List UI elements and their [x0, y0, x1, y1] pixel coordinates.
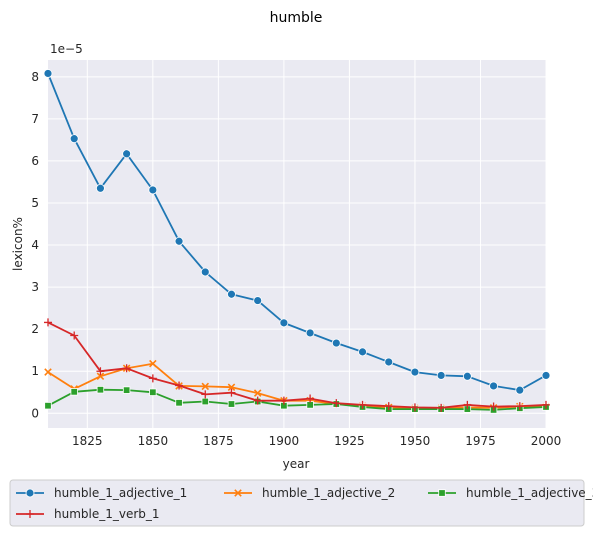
- data-point: [410, 367, 420, 377]
- data-point: [462, 371, 472, 381]
- x-tick-label: 1850: [138, 434, 169, 448]
- x-tick-label: 2000: [531, 434, 562, 448]
- data-point: [436, 371, 446, 380]
- data-point: [148, 374, 157, 383]
- x-tick-label: 1875: [203, 434, 234, 448]
- series-humble_1_adjective_1: [43, 69, 551, 395]
- data-point: [69, 134, 79, 144]
- legend-label: humble_1_adjective_1: [54, 486, 187, 500]
- data-point: [541, 371, 551, 380]
- data-point: [253, 296, 263, 305]
- data-point: [43, 69, 53, 78]
- chart-title: humble: [270, 10, 323, 26]
- x-tick-label: 1975: [465, 434, 496, 448]
- y-offset-label: 1e−5: [50, 42, 83, 56]
- data-point: [44, 318, 52, 327]
- data-point: [515, 385, 525, 395]
- series-line: [47, 362, 546, 410]
- data-point: [332, 399, 341, 408]
- y-tick-label: 2: [31, 322, 39, 336]
- data-point: [148, 185, 158, 195]
- data-point: [253, 389, 262, 397]
- legend: humble_1_adjective_1 humble_1_adjective_2…: [9, 479, 593, 527]
- data-point: [384, 402, 393, 411]
- y-tick-label: 3: [31, 280, 39, 294]
- y-tick-label: 1: [31, 364, 39, 378]
- data-point: [384, 357, 394, 367]
- data-point: [305, 328, 315, 338]
- legend-label: humble_1_verb_1: [54, 507, 160, 521]
- data-point: [96, 183, 105, 193]
- y-axis-label: lexicon%: [11, 217, 25, 271]
- legend-marker: [234, 489, 242, 497]
- legend-item: humble_1_verb_1: [16, 507, 160, 521]
- data-point: [96, 372, 105, 381]
- data-point: [149, 388, 157, 396]
- legend-label: humble_1_adjective_3: [466, 486, 593, 500]
- data-point: [358, 347, 367, 357]
- data-point: [253, 396, 262, 405]
- plot-background: [48, 60, 546, 428]
- y-tick-label: 5: [31, 196, 39, 210]
- data-point: [463, 400, 472, 409]
- data-point: [358, 400, 367, 409]
- data-point: [306, 394, 315, 403]
- data-point: [331, 338, 341, 348]
- data-point: [70, 331, 79, 340]
- data-point: [174, 236, 184, 246]
- x-tick-label: 1900: [269, 434, 300, 448]
- legend-label: humble_1_adjective_2: [262, 486, 395, 500]
- data-point: [227, 400, 236, 408]
- legend-marker: [26, 510, 34, 518]
- y-tick-label: 4: [31, 238, 39, 252]
- data-point: [489, 381, 498, 391]
- y-tick-label: 6: [31, 154, 39, 168]
- legend-item: humble_1_adjective_3: [428, 486, 593, 500]
- data-point: [96, 367, 105, 376]
- data-point: [227, 388, 236, 397]
- x-axis-label: year: [283, 457, 310, 471]
- data-point: [200, 267, 210, 277]
- data-point: [149, 359, 157, 368]
- data-point: [227, 383, 236, 391]
- x-tick-label: 1925: [334, 434, 365, 448]
- data-point: [122, 386, 131, 394]
- data-point: [175, 381, 184, 390]
- y-tick-label: 8: [31, 70, 39, 84]
- data-point: [44, 368, 52, 376]
- legend-item: humble_1_adjective_2: [224, 486, 395, 500]
- series-humble_1_verb_1: [44, 318, 550, 412]
- x-tick-labels: 1825 1850 1875 1900 1925 1950 1975 2000: [72, 434, 561, 448]
- y-tick-label: 0: [31, 406, 39, 420]
- data-point: [279, 396, 288, 405]
- data-point: [122, 364, 131, 373]
- data-point: [70, 388, 78, 396]
- legend-item: humble_1_adjective_1: [16, 486, 187, 500]
- series-line: [47, 388, 547, 411]
- data-point: [279, 318, 289, 328]
- y-tick-labels: 0 1 2 3 4 5 6 7 8: [31, 70, 39, 420]
- data-point: [515, 402, 524, 411]
- data-point: [44, 402, 52, 410]
- grid-lines: [48, 60, 547, 428]
- x-tick-label: 1825: [72, 434, 103, 448]
- data-point: [96, 386, 105, 394]
- data-point: [410, 403, 419, 412]
- data-point: [201, 382, 210, 391]
- y-tick-label: 7: [31, 112, 39, 126]
- data-point: [201, 397, 209, 406]
- data-point: [175, 399, 183, 407]
- data-point: [122, 149, 132, 159]
- series-line: [47, 321, 547, 409]
- data-point: [542, 400, 550, 409]
- data-point: [201, 390, 210, 399]
- data-point: [489, 402, 498, 411]
- legend-marker: [438, 489, 446, 497]
- legend-marker: [25, 488, 35, 498]
- data-point: [227, 289, 236, 299]
- series-lines: [43, 69, 551, 414]
- x-tick-label: 1950: [400, 434, 431, 448]
- data-point: [437, 403, 446, 412]
